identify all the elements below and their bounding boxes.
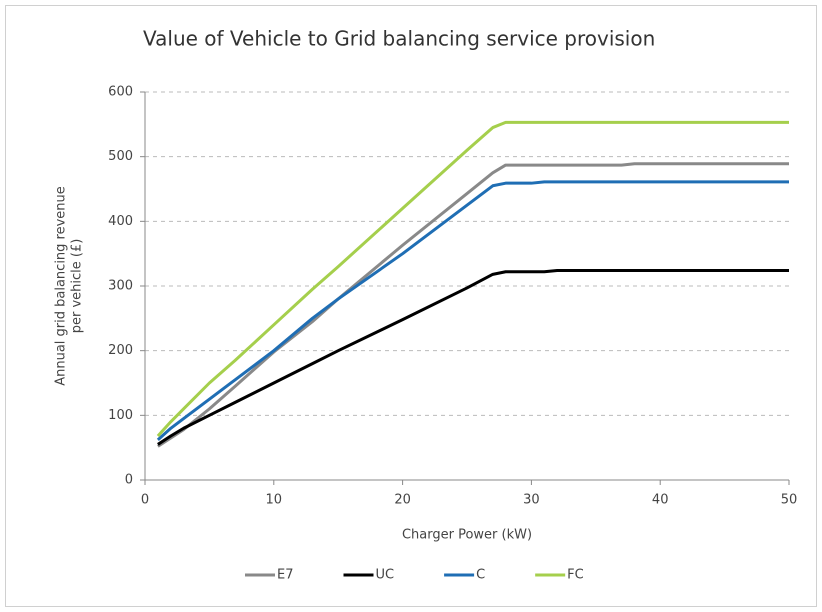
- series-line: [157, 268, 789, 446]
- y-axis-title: per vehicle (£): [70, 239, 85, 334]
- x-tick-label: 40: [652, 493, 669, 508]
- frame: [5, 5, 817, 607]
- legend-label: E7: [277, 568, 294, 583]
- y-tick-label: 200: [108, 343, 133, 358]
- x-tick-label: 20: [394, 493, 411, 508]
- x-tick-label: 30: [523, 493, 540, 508]
- y-tick-label: 400: [108, 214, 133, 229]
- legend-label: UC: [376, 568, 395, 583]
- series-line: [156, 180, 789, 442]
- y-tick-label: 100: [108, 408, 133, 423]
- series-line: [156, 120, 789, 438]
- y-tick-label: 300: [108, 279, 133, 294]
- x-axis-title: Charger Power (kW): [402, 528, 532, 543]
- x-tick-label: 10: [266, 493, 283, 508]
- x-tick-label: 50: [781, 493, 798, 508]
- y-tick-label: 600: [108, 85, 133, 100]
- chart-title: Value of Vehicle to Grid balancing servi…: [143, 27, 655, 51]
- x-tick-label: 0: [141, 493, 149, 508]
- legend-label: FC: [567, 568, 584, 583]
- legend-label: C: [476, 568, 485, 583]
- series-line: [157, 162, 789, 448]
- y-tick-label: 0: [125, 473, 133, 488]
- y-tick-label: 500: [108, 149, 133, 164]
- y-axis-title: Annual grid balancing revenue: [54, 186, 69, 386]
